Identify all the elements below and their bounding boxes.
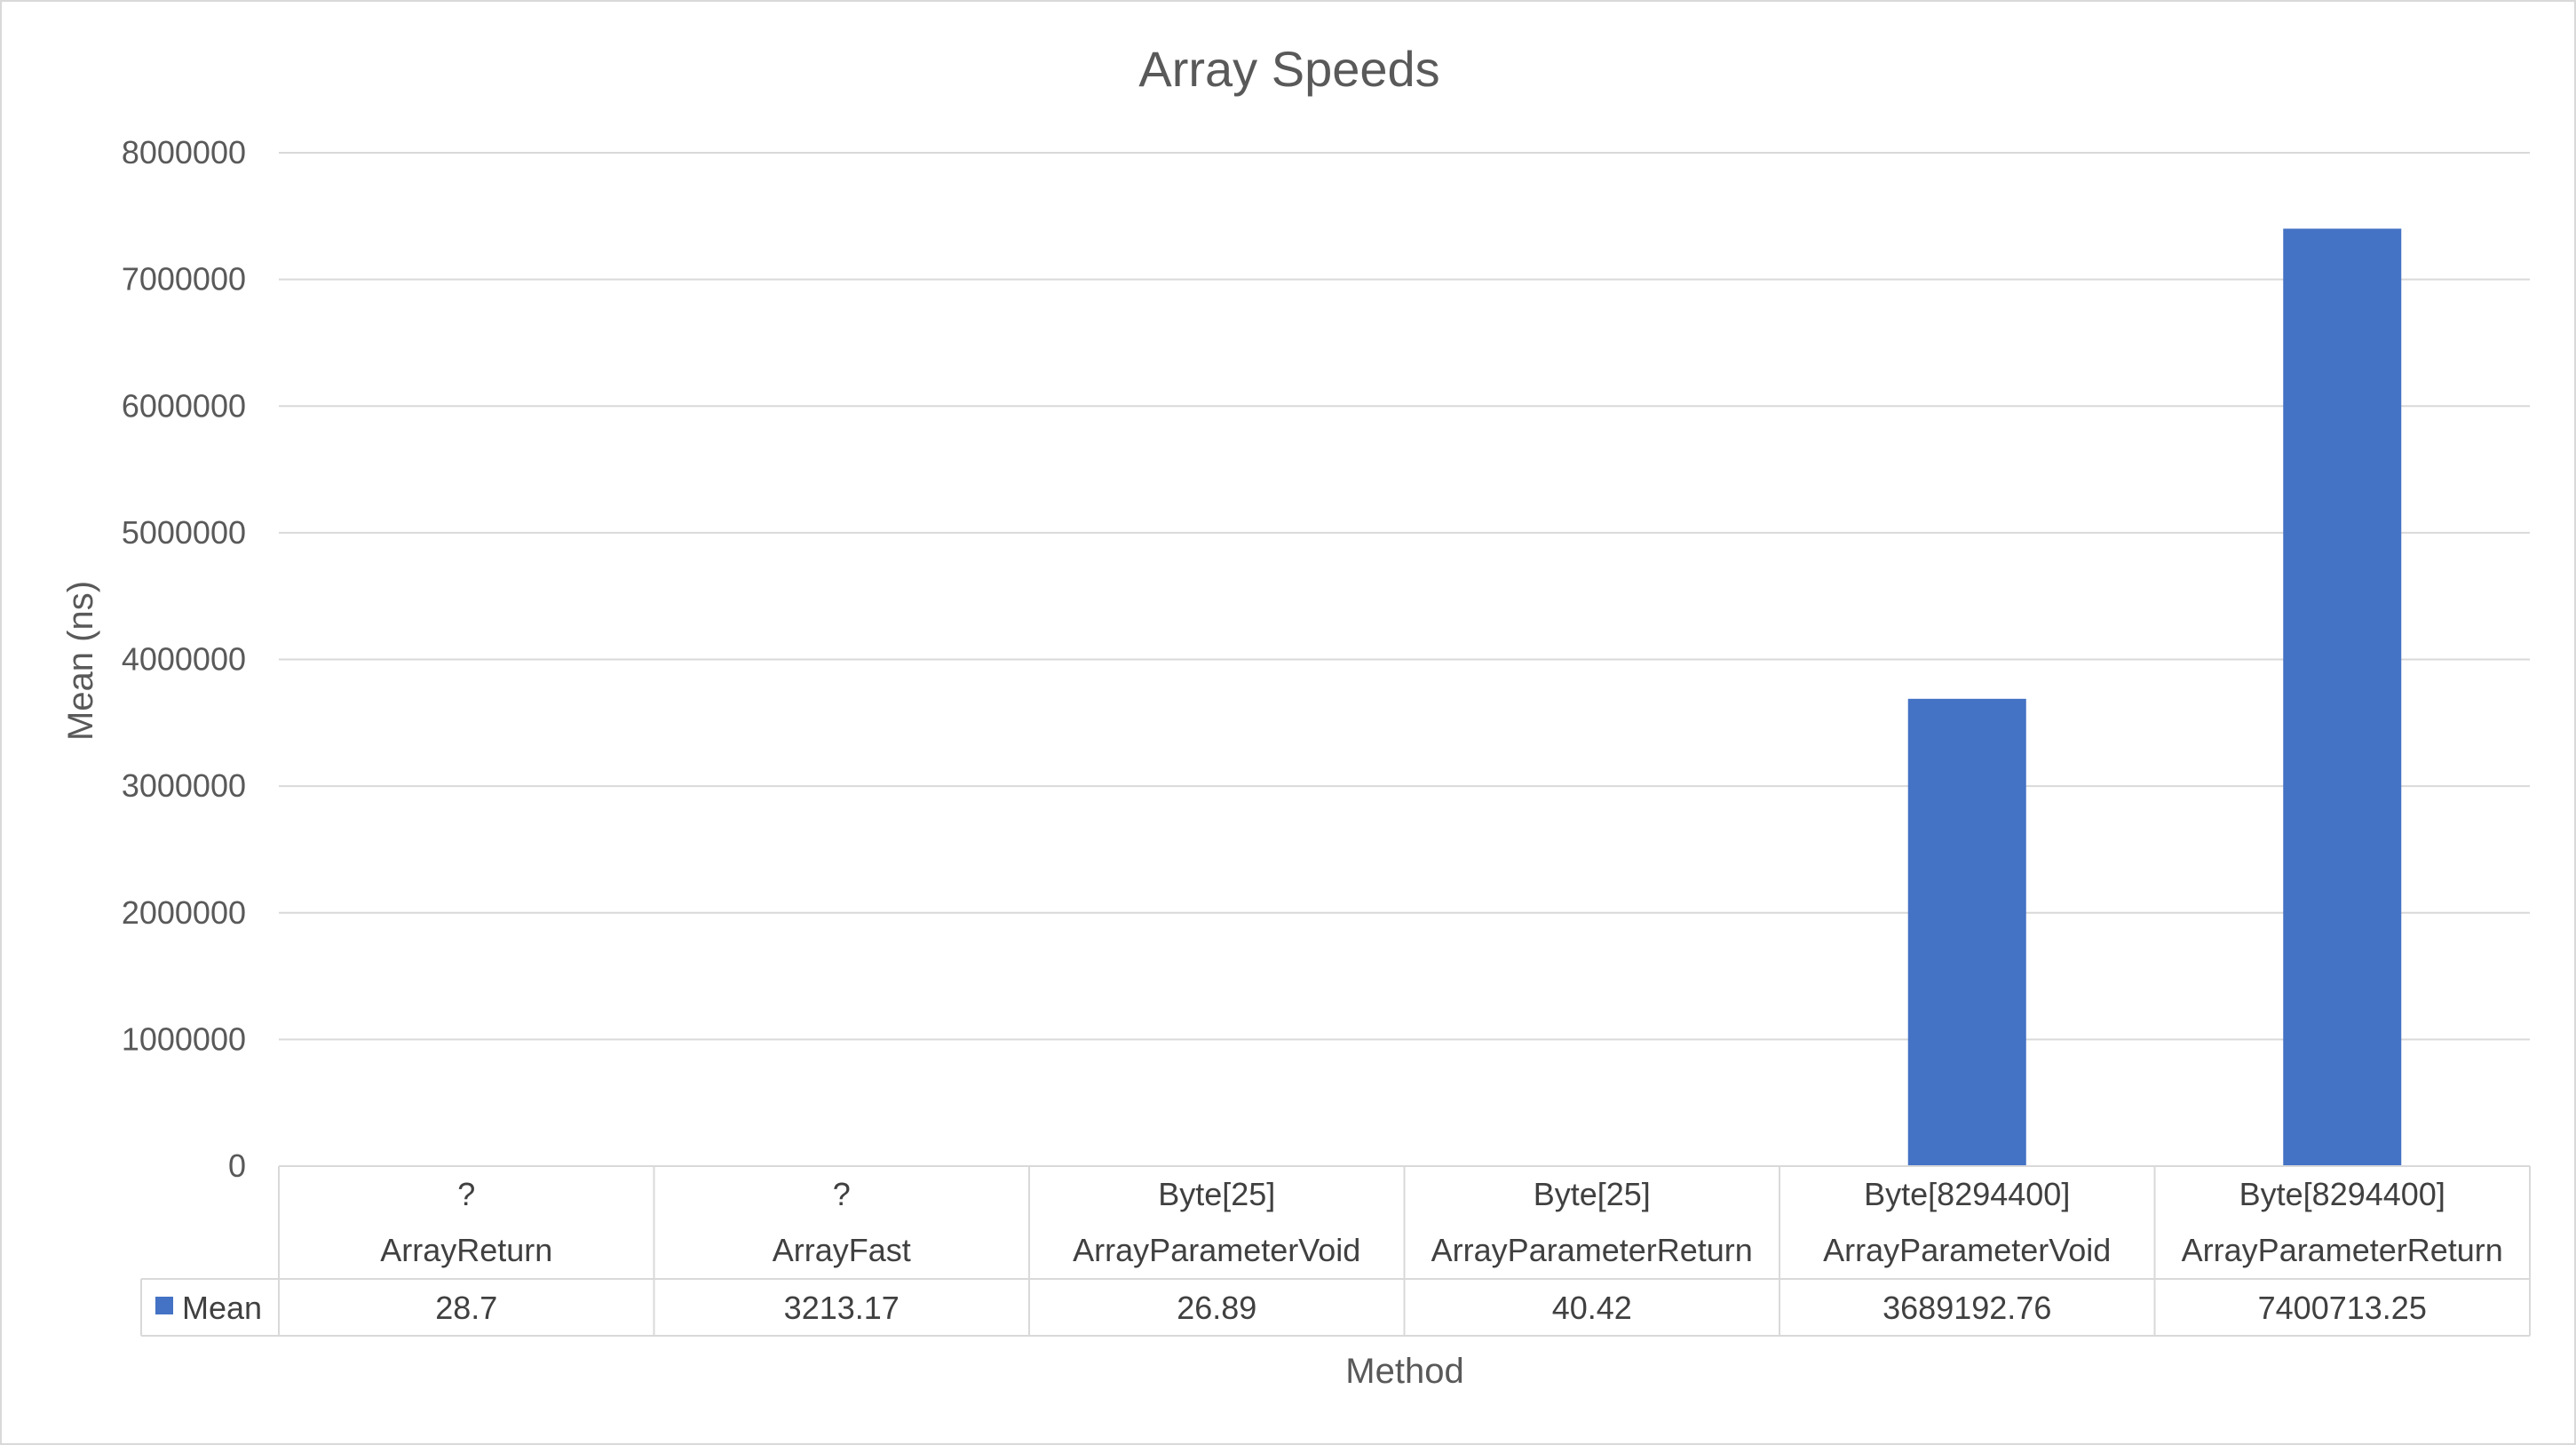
category-label-line1: ? <box>833 1176 851 1212</box>
y-tick-label: 2000000 <box>122 894 246 931</box>
legend-label: Mean <box>182 1290 262 1326</box>
data-value-label: 28.7 <box>435 1290 497 1326</box>
category-label-line2: ArrayFast <box>773 1232 911 1268</box>
data-value-label: 7400713.25 <box>2258 1290 2427 1326</box>
y-tick-label: 7000000 <box>122 261 246 298</box>
category-label-line2: ArrayParameterReturn <box>2182 1232 2503 1268</box>
category-label-line1: ? <box>457 1176 475 1212</box>
y-tick-label: 3000000 <box>122 767 246 804</box>
category-label-line2: ArrayParameterVoid <box>1823 1232 2111 1268</box>
category-label-line1: Byte[25] <box>1534 1176 1651 1212</box>
category-label-line2: ArrayParameterVoid <box>1073 1232 1360 1268</box>
bars <box>407 228 2402 1166</box>
y-tick-label: 1000000 <box>122 1020 246 1057</box>
data-value-label: 40.42 <box>1552 1290 1632 1326</box>
legend-swatch <box>155 1297 173 1314</box>
data-table: ? ArrayReturn 28.7? ArrayFast 3213.17 Byte[25… <box>140 1165 2531 1337</box>
category-label-line1: Byte[25] <box>1158 1176 1275 1212</box>
category-label-line2: ArrayParameterReturn <box>1431 1232 1753 1268</box>
data-value-label: 3689192.76 <box>1882 1290 2051 1326</box>
data-value-label: 26.89 <box>1177 1290 1256 1326</box>
category-label-line2: ArrayReturn <box>380 1232 552 1268</box>
y-tick-label: 0 <box>228 1147 246 1184</box>
y-tick-label: 5000000 <box>122 514 246 551</box>
data-value-label: 3213.17 <box>784 1290 900 1326</box>
bar <box>2283 228 2402 1166</box>
y-tick-label: 6000000 <box>122 387 246 424</box>
y-tick-label: 4000000 <box>122 641 246 678</box>
category-label-line1: Byte[8294400] <box>2239 1176 2445 1212</box>
gridlines <box>279 152 2530 1041</box>
y-axis-ticks: 0 1000000 2000000 3000000 4000000 5000000 6000… <box>122 134 246 1184</box>
y-axis-title: Mean (ns) <box>61 581 100 741</box>
category-label-line1: Byte[8294400] <box>1864 1176 2070 1212</box>
bar <box>1907 698 2026 1166</box>
y-tick-label: 8000000 <box>122 134 246 171</box>
x-axis-title: Method <box>1345 1352 1463 1391</box>
chart-title: Array Speeds <box>1138 41 1439 97</box>
